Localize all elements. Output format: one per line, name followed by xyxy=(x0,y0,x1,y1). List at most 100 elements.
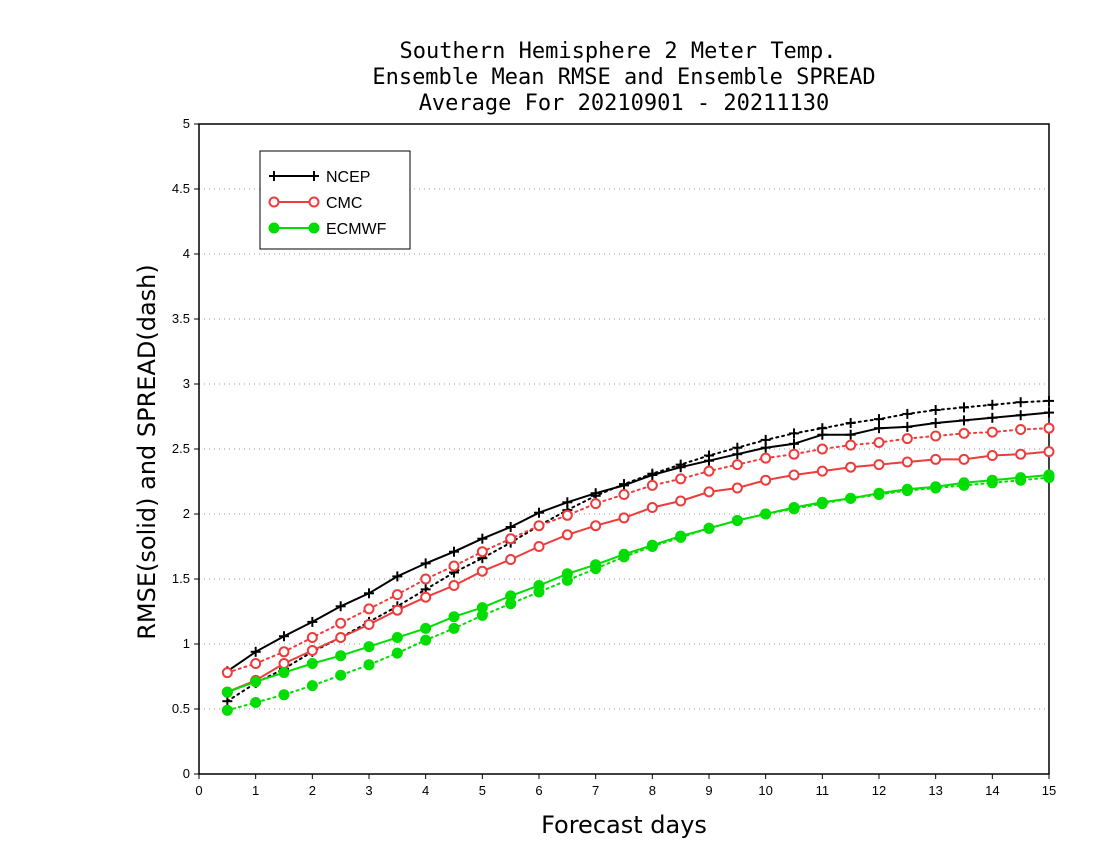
ncep-rmse-point xyxy=(534,507,544,518)
cmc-spread-point xyxy=(335,617,347,629)
cmc-spread-point xyxy=(646,479,658,491)
cmc-rmse-point xyxy=(448,580,460,591)
ecmwf-rmse-point xyxy=(845,492,857,504)
cmc-rmse-point xyxy=(420,591,432,603)
cmc-spread-point xyxy=(958,427,970,439)
ecmwf-rmse-point xyxy=(760,508,772,520)
x-tick-label: 9 xyxy=(705,783,712,798)
legend-marker-ncep xyxy=(309,171,319,181)
legend-marker-ecmwf xyxy=(268,222,280,234)
cmc-spread-point xyxy=(1015,424,1027,435)
ecmwf-rmse-point xyxy=(533,580,545,591)
x-tick-label: 6 xyxy=(535,783,542,798)
ncep-spread-point xyxy=(845,418,856,428)
y-tick-label: 3.5 xyxy=(172,311,190,326)
ecmwf-spread-point xyxy=(335,669,347,681)
cmc-spread-point xyxy=(788,448,800,460)
chart-title: Southern Hemisphere 2 Meter Temp. Ensemb… xyxy=(372,39,875,116)
ncep-rmse-point xyxy=(647,470,658,480)
ncep-spread-point xyxy=(222,696,233,707)
ncep-spread-point xyxy=(789,428,799,439)
ecmwf-spread-point xyxy=(250,697,262,708)
ncep-spread-point xyxy=(874,414,884,425)
series-layer xyxy=(221,395,1055,716)
cmc-rmse-point xyxy=(986,450,998,461)
ncep-rmse-point xyxy=(477,533,488,544)
ecmwf-rmse-point xyxy=(901,483,913,495)
cmc-spread-point xyxy=(703,465,715,477)
ncep-rmse-point xyxy=(732,449,743,460)
cmc-spread-point xyxy=(391,589,403,601)
cmc-rmse-point xyxy=(873,459,885,471)
cmc-rmse-point xyxy=(901,456,913,468)
ncep-rmse-point xyxy=(874,423,884,434)
cmc-spread-point xyxy=(250,658,262,669)
ncep-rmse-point xyxy=(590,488,601,499)
legend: NCEP CMC ECMWF xyxy=(259,150,411,250)
cmc-spread-point xyxy=(901,433,913,445)
ncep-rmse-point xyxy=(789,438,799,449)
cmc-spread-point xyxy=(533,520,545,532)
ecmwf-rmse-line xyxy=(226,474,1050,694)
ncep-rmse-point xyxy=(449,546,459,557)
title-line-1: Southern Hemisphere 2 Meter Temp. xyxy=(399,39,836,64)
ecmwf-spread-point xyxy=(221,704,233,716)
cmc-spread-point xyxy=(221,667,233,679)
cmc-spread-point xyxy=(731,459,743,471)
ecmwf-rmse-point xyxy=(221,686,233,698)
cmc-rmse-point xyxy=(731,482,743,494)
cmc-rmse-point xyxy=(703,486,715,498)
y-tick-label: 0 xyxy=(183,766,190,781)
ecmwf-rmse-point xyxy=(703,522,715,534)
ecmwf-rmse-point xyxy=(420,622,432,634)
ecmwf-spread-point xyxy=(278,689,290,701)
ncep-rmse-point xyxy=(250,646,261,657)
cmc-rmse-point xyxy=(533,541,545,552)
ncep-rmse-point xyxy=(420,558,431,569)
ecmwf-rmse-point xyxy=(590,559,602,571)
ncep-rmse-point xyxy=(817,429,828,440)
cmc-rmse-point xyxy=(476,565,488,577)
x-tick-label: 7 xyxy=(592,783,599,798)
ecmwf-rmse-point xyxy=(505,590,517,602)
cmc-rmse-point xyxy=(1015,448,1027,460)
ncep-rmse-point xyxy=(505,522,516,532)
legend-box xyxy=(259,150,411,250)
cmc-rmse-point xyxy=(363,619,375,630)
cmc-rmse-point xyxy=(816,465,828,477)
ncep-rmse-point xyxy=(307,616,318,627)
y-tick-label: 4 xyxy=(183,246,190,261)
x-tick-label: 0 xyxy=(195,783,202,798)
cmc-rmse-point xyxy=(618,512,630,524)
x-tick-label: 14 xyxy=(985,783,999,798)
legend-label-ecmwf: ECMWF xyxy=(326,221,387,238)
cmc-rmse-point xyxy=(561,529,573,541)
cmc-spread-point xyxy=(618,489,630,500)
ncep-rmse-point xyxy=(392,571,403,582)
x-tick-label: 1 xyxy=(252,783,259,798)
legend-label-ncep: NCEP xyxy=(326,169,370,186)
ncep-spread-point xyxy=(1044,395,1054,406)
cmc-rmse-point xyxy=(646,502,658,513)
y-tick-label: 2 xyxy=(183,506,190,521)
ecmwf-rmse-point xyxy=(1015,472,1027,484)
ncep-rmse-point xyxy=(619,480,629,491)
ncep-spread-point xyxy=(959,402,969,413)
ecmwf-rmse-point xyxy=(306,658,318,669)
ncep-rmse-point xyxy=(364,588,374,599)
ecmwf-rmse-point xyxy=(958,477,970,489)
y-axis-label: RMSE(solid) and SPREAD(dash) xyxy=(133,264,161,640)
cmc-rmse-point xyxy=(590,520,602,532)
ecmwf-rmse-point xyxy=(278,667,290,679)
cmc-spread-point xyxy=(363,603,375,615)
ecmwf-rmse-point xyxy=(561,568,573,580)
x-tick-label: 13 xyxy=(928,783,942,798)
ncep-rmse-point xyxy=(335,601,346,612)
cmc-rmse-point xyxy=(505,554,517,565)
ncep-rmse-point xyxy=(902,421,913,432)
axis-ticks: 00.511.522.533.544.550 1 2 3 4 5 6 7 8 9 10 11 12 13 1… xyxy=(172,116,1056,798)
cmc-rmse-point xyxy=(278,658,290,669)
cmc-spread-point xyxy=(448,560,460,572)
cmc-rmse-point xyxy=(391,604,403,616)
